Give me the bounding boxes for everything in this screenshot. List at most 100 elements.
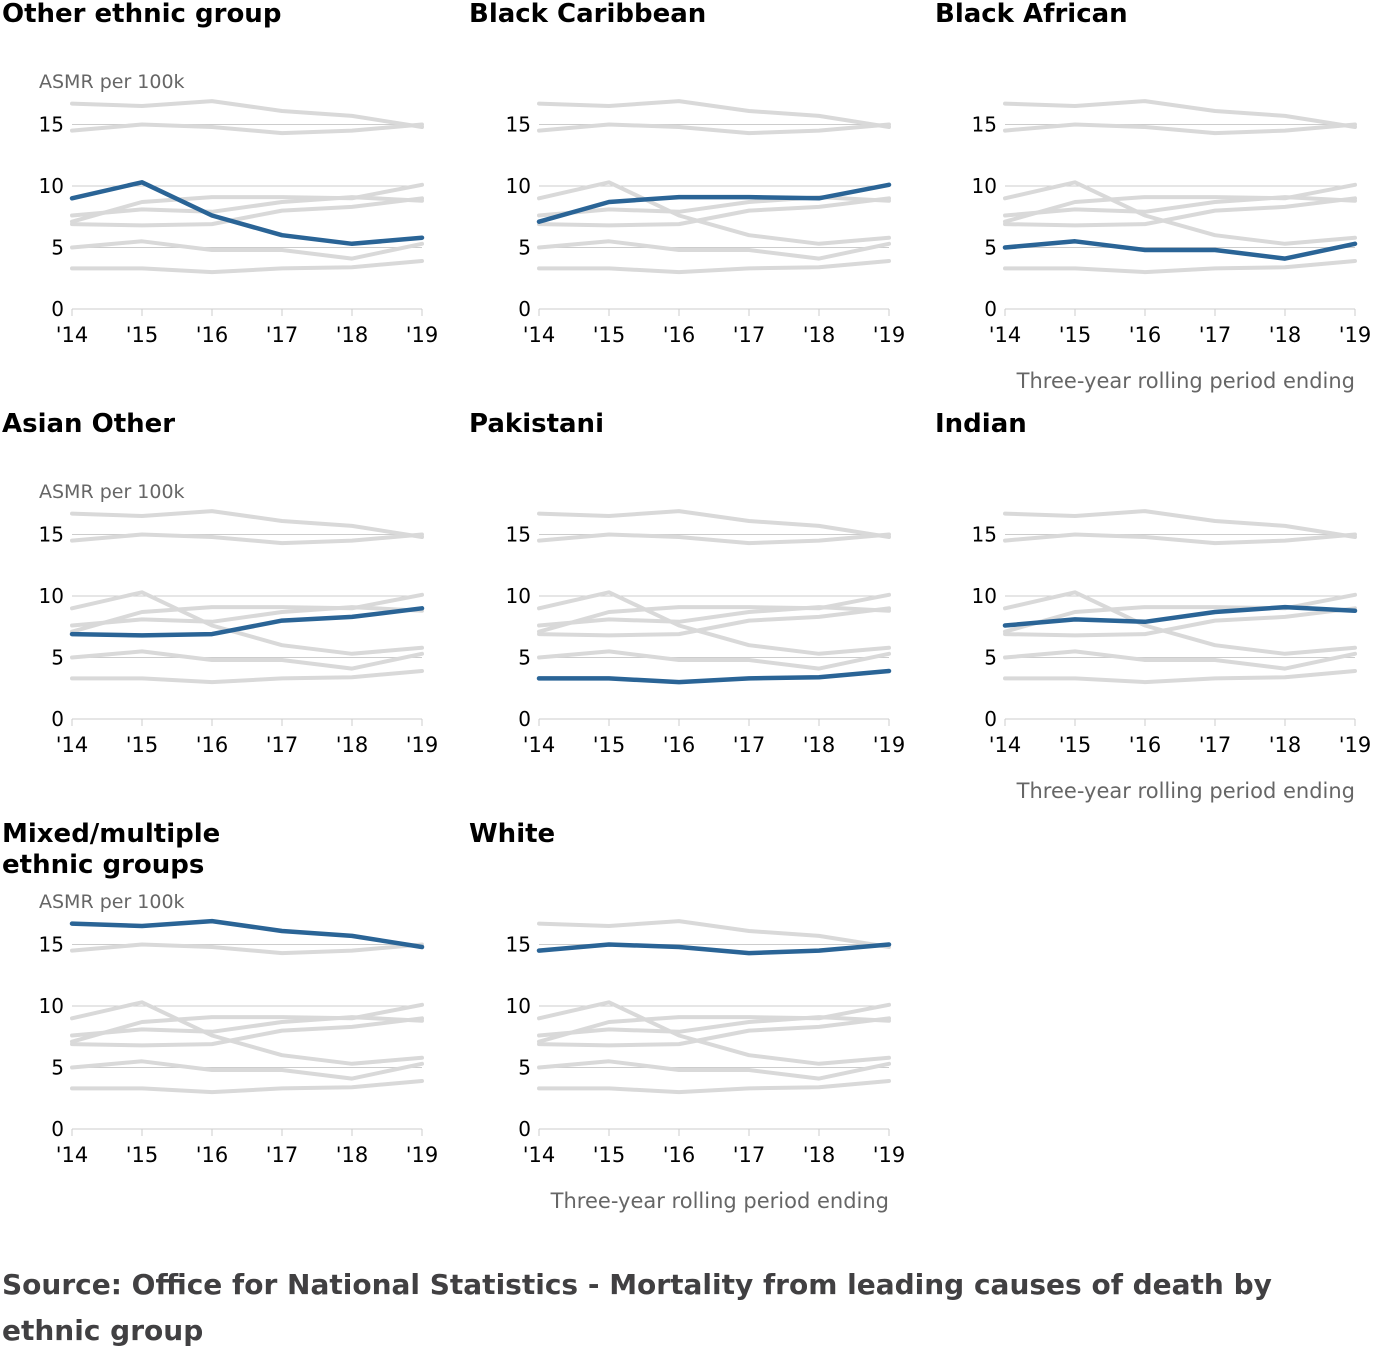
x-axis-title: Three-year rolling period ending [550,1189,889,1213]
context-series-line [537,1079,891,1095]
y-tick-label: 5 [51,646,64,670]
context-series-line [1003,180,1357,246]
x-tick-label: '15 [1059,323,1092,347]
y-tick-label: 0 [51,707,64,731]
x-tick-label: '17 [1199,733,1232,757]
y-tick-label: 5 [984,646,997,670]
context-series-line [537,1015,891,1038]
context-series-line [1003,99,1357,129]
context-series-line [537,606,891,638]
x-tick-label: '19 [873,733,906,757]
x-tick-label: '14 [523,1143,556,1167]
highlight-series-line [1002,239,1358,261]
context-series-line [537,259,891,275]
x-tick-label: '16 [196,1143,229,1167]
x-tick-label: '15 [593,1143,626,1167]
context-series-line [70,1059,424,1081]
y-tick-label: 15 [39,523,64,547]
x-tick-label: '14 [56,1143,89,1167]
y-tick-label: 5 [51,1056,64,1080]
x-tick-label: '17 [733,1143,766,1167]
context-series-line [1003,196,1357,228]
x-tick-label: '19 [406,1143,439,1167]
y-tick-label: 15 [39,933,64,957]
y-tick-label: 0 [51,1117,64,1141]
panel-title: Black Caribbean [469,0,706,29]
context-series-line [1003,509,1357,539]
y-tick-label: 15 [506,113,531,137]
context-series-line [537,509,891,539]
x-tick-label: '18 [803,323,836,347]
panel-title: White [469,819,555,849]
x-tick-label: '19 [873,323,906,347]
y-tick-label: 5 [518,236,531,260]
context-series-line [537,649,891,671]
x-tick-label: '18 [1269,323,1302,347]
x-tick-label: '18 [336,323,369,347]
y-tick-label: 10 [506,584,531,608]
x-tick-label: '15 [593,733,626,757]
x-tick-label: '15 [126,323,159,347]
highlight-series-line [69,606,425,638]
context-series-line [70,1000,424,1066]
panel-title: Pakistani [469,409,604,439]
x-tick-label: '16 [663,1143,696,1167]
x-tick-label: '17 [1199,323,1232,347]
y-tick-label: 5 [518,1056,531,1080]
chart-panel: Indian 0 5 10 15 '14 '15 '16 '17 '18 '19 Three-year… [935,409,1371,803]
y-tick-label: 15 [39,113,64,137]
context-series-line [537,1059,891,1081]
context-series-line [537,239,891,261]
y-tick-label: 15 [972,523,997,547]
context-series-line [70,605,424,628]
y-tick-label: 10 [39,174,64,198]
y-axis-title: ASMR per 100k [39,71,185,93]
context-series-line [70,532,424,546]
highlight-series-line [1002,604,1358,628]
y-tick-label: 10 [972,174,997,198]
context-series-line [1003,590,1357,656]
context-series-line [537,196,891,228]
x-tick-label: '15 [126,1143,159,1167]
y-tick-label: 10 [972,584,997,608]
source-note: Source: Office for National Statistics -… [2,1268,1272,1347]
x-tick-label: '16 [196,733,229,757]
y-tick-label: 0 [51,297,64,321]
panel-title: Indian [935,409,1027,439]
x-tick-label: '17 [733,323,766,347]
panel-title: ethnic groups [2,850,204,880]
x-tick-label: '16 [663,323,696,347]
panel-title: Asian Other [2,409,175,439]
x-tick-label: '19 [406,733,439,757]
context-series-line [1003,259,1357,275]
y-tick-label: 15 [506,523,531,547]
y-tick-label: 10 [39,994,64,1018]
y-tick-label: 0 [518,1117,531,1141]
context-series-line [70,196,424,228]
chart-panel: Pakistani 0 5 10 15 '14 '15 '16 '17 '18 '19 [469,409,905,757]
x-tick-label: '14 [523,323,556,347]
context-series-line [537,99,891,129]
context-series-line [1003,649,1357,671]
context-series-line [1003,532,1357,546]
context-series-line [70,669,424,685]
context-series-line [70,509,424,539]
y-tick-label: 10 [39,584,64,608]
x-tick-label: '18 [803,733,836,757]
context-series-line [70,99,424,129]
context-series-line [537,180,891,246]
chart-panel: White 0 5 10 15 '14 '15 '16 '17 '18 '19 Three-year … [469,819,905,1213]
context-series-line [70,1079,424,1095]
x-tick-label: '17 [266,1143,299,1167]
y-tick-label: 0 [518,297,531,321]
panel-title: Mixed/multiple [2,819,220,849]
context-series-line [70,239,424,261]
x-tick-label: '14 [989,323,1022,347]
x-tick-label: '17 [266,733,299,757]
y-tick-label: 0 [518,707,531,731]
x-tick-label: '15 [593,323,626,347]
y-axis-title: ASMR per 100k [39,891,185,913]
highlight-series-line [69,918,425,950]
x-tick-label: '18 [336,1143,369,1167]
